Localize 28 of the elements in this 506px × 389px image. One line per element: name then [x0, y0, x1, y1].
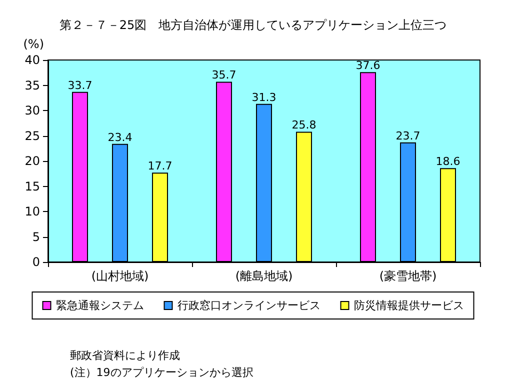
y-tick-label: 40 [24, 53, 40, 67]
y-tick-label: 10 [24, 204, 40, 218]
y-tick-label: 25 [24, 128, 40, 143]
legend-label: 緊急通報システム [56, 299, 144, 312]
y-tick-label: 15 [24, 179, 40, 194]
legend-label: 行政窓口オンラインサービス [177, 299, 320, 312]
data-label: 31.3 [252, 90, 276, 104]
y-tick-label: 0 [32, 255, 40, 269]
data-label: 18.6 [436, 155, 460, 168]
data-label: 35.7 [212, 68, 236, 82]
text: (注）19のアプリケーションから選択 [69, 365, 254, 380]
data-label: 33.7 [68, 78, 92, 92]
data-label: 25.8 [292, 118, 316, 132]
y-axis-title: (%) [23, 37, 44, 51]
data-label: 37.6 [356, 59, 380, 72]
legend-label: 防災情報提供サービス [354, 299, 464, 312]
x-tick-label: (山村地域) [91, 269, 149, 283]
y-tick-label: 5 [32, 230, 40, 244]
chart-title: 第２－７－25図 地方自治体が運用しているアプリケーション上位三つ [59, 18, 447, 32]
y-tick-label: 35 [24, 78, 40, 92]
y-tick-label: 20 [24, 154, 40, 168]
data-label: 23.7 [396, 129, 420, 142]
x-tick-label: (離島地域) [235, 269, 293, 283]
text: 郵政省資料により作成 [69, 348, 181, 363]
x-tick-label: (豪雪地帯) [379, 269, 437, 283]
data-label: 23.4 [108, 130, 132, 144]
y-tick-label: 30 [24, 104, 40, 118]
data-label: 17.7 [148, 160, 172, 173]
